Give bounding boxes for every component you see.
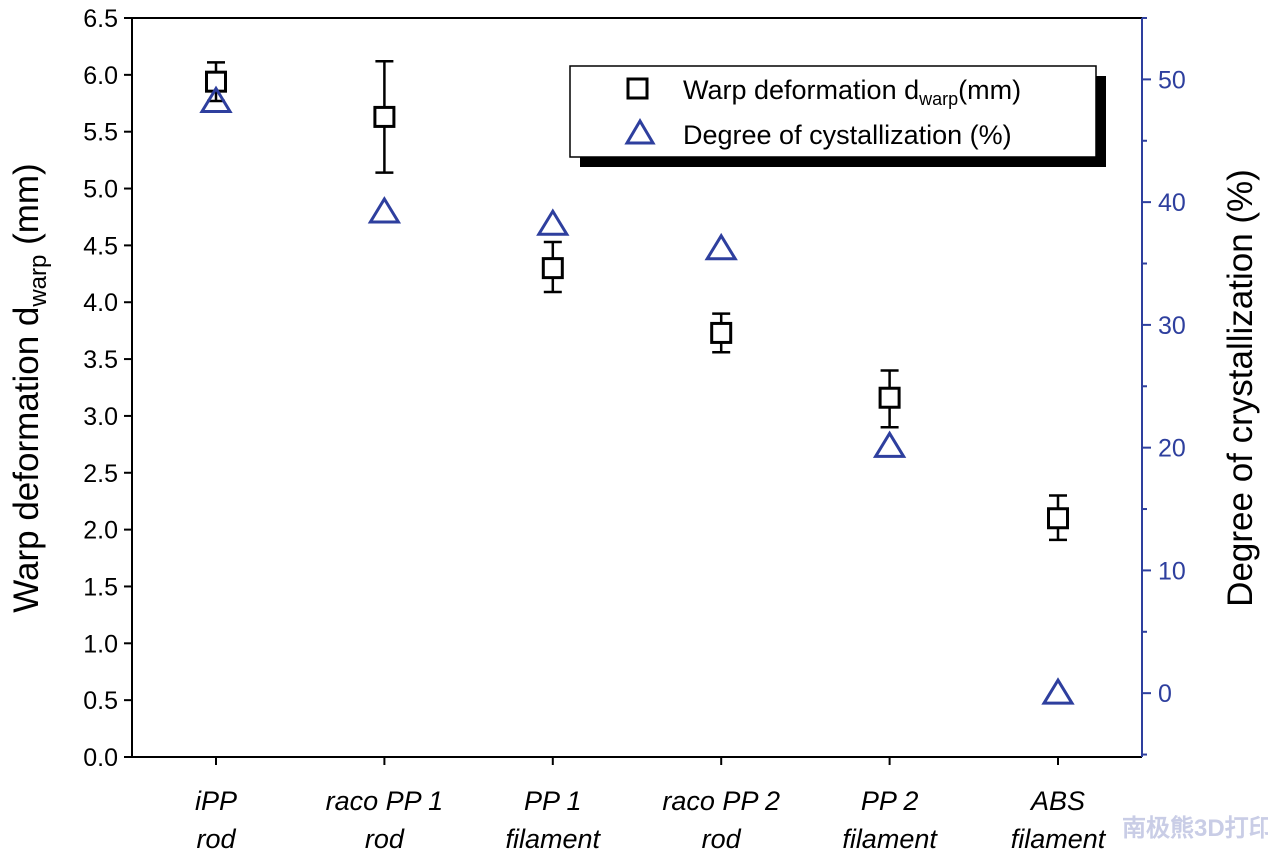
y-right-tick-label: 0 [1158,680,1172,708]
y-right-tick-label: 10 [1158,557,1186,585]
y-right-tick-label: 50 [1158,66,1186,94]
y-right-tick-label: 30 [1158,312,1186,340]
warp-point [710,321,733,344]
x-tick-label: PP 2 [861,786,919,816]
x-tick-label: PP 1 [524,786,582,816]
y-left-tick-label: 4.0 [83,289,118,317]
legend-triangle-icon [624,118,656,145]
x-tick-label: rod [196,824,236,854]
y-left-tick-label: 5.5 [83,119,118,147]
y-left-tick-label: 0.0 [83,744,118,772]
legend: Warp deformation dwarp(mm) Degree of cys… [569,65,1106,167]
x-tick-label: ABS [1029,786,1085,816]
x-tick-label: rod [365,824,405,854]
legend-label-warp: Warp deformation dwarp(mm) [683,75,1021,109]
crystallization-point [872,430,907,458]
legend-label-crystallization: Degree of cystallization (%) [683,120,1012,150]
y-left-tick-label: 4.5 [83,232,118,260]
y-left-tick-label: 3.5 [83,346,118,374]
crystallization-point [199,85,233,113]
y-left-tick-label: 5.0 [83,176,118,204]
x-tick-label: filament [506,824,602,854]
y-left-tick-label: 1.5 [83,573,118,601]
x-tick-label: rod [702,824,742,854]
legend-square-icon [626,77,649,100]
warp-point [541,257,564,280]
x-tick-label: raco PP 1 [326,786,444,816]
crystallization-point [367,196,402,224]
y-left-tick-label: 2.5 [83,460,118,488]
y-left-tick-label: 3.0 [83,403,118,431]
crystallization-point [536,208,570,236]
warp-point [373,105,396,128]
y-left-tick-label: 1.0 [83,630,118,658]
x-tick-label: filament [842,824,938,854]
crystallization-point [704,232,738,261]
crystallization-point [1041,677,1075,705]
y-left-tick-label: 2.0 [83,517,118,545]
y-left-tick-label: 6.5 [83,5,118,33]
y-left-tick-label: 0.5 [83,687,118,715]
warp-point [1047,507,1069,530]
x-tick-label: filament [1011,824,1107,854]
legend-box [569,65,1097,158]
watermark: 南极熊3D打印 [1122,814,1268,842]
y-axis-right-label: Degree of crystallization (%) [1221,169,1260,607]
x-tick-label: iPP [195,786,237,816]
y-right-tick-label: 20 [1158,435,1186,463]
x-tick-label: raco PP 2 [662,786,780,816]
y-right-tick-label: 40 [1158,189,1186,217]
y-axis-left-label: Warp deformation dwarp (mm) [7,163,52,612]
y-left-tick-label: 6.0 [83,62,118,90]
warp-point [878,386,901,409]
